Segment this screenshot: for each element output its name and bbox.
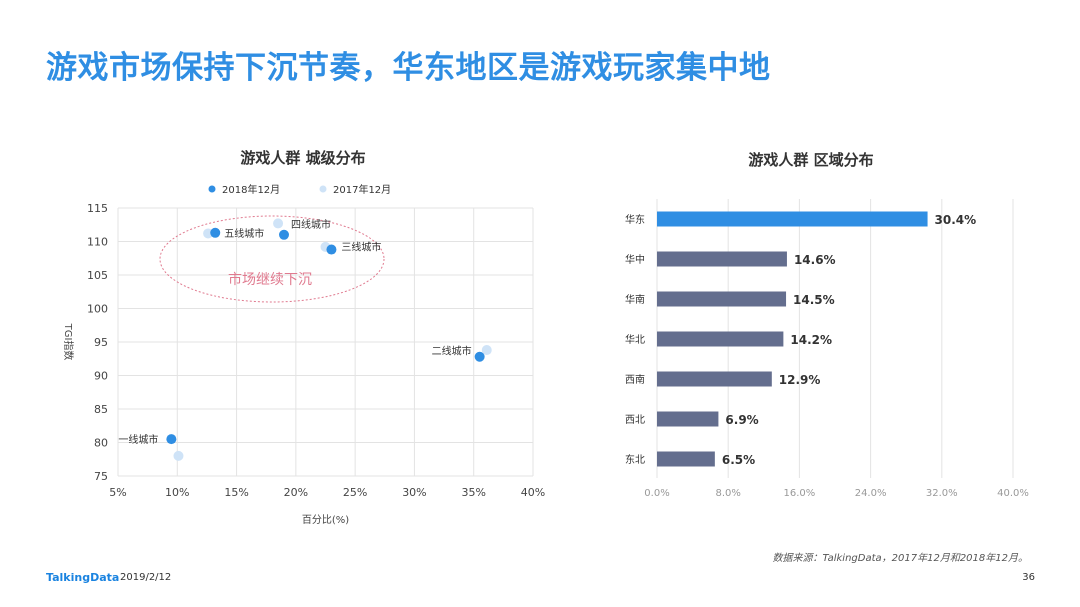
scatter-yaxis-label: TGI指数 — [62, 323, 75, 361]
scatter-ytick-label: 95 — [94, 336, 108, 349]
bar-category-label: 西北 — [625, 414, 645, 426]
scatter-ytick-label: 105 — [87, 269, 108, 282]
scatter-ytick-label: 80 — [94, 437, 108, 450]
scatter-point-label: 一线城市 — [118, 433, 158, 446]
scatter-ytick-label: 85 — [94, 403, 108, 416]
bar-xtick-label: 32.0% — [926, 488, 958, 499]
bar-xtick-label: 24.0% — [855, 488, 887, 499]
scatter-ytick-label: 75 — [94, 470, 108, 483]
bar-value-label: 14.2% — [790, 333, 832, 347]
page-number: 36 — [1022, 572, 1035, 583]
legend-marker-2018 — [208, 185, 216, 193]
bar-value-label: 12.9% — [779, 373, 821, 387]
bar-value-label: 14.5% — [793, 293, 835, 307]
scatter-ytick-label: 100 — [87, 303, 108, 316]
talkingdata-logo: TalkingData — [46, 571, 120, 584]
legend-label-2017: 2017年12月 — [333, 183, 391, 196]
scatter-xtick-label: 25% — [343, 486, 367, 499]
bar-xtick-label: 40.0% — [997, 488, 1029, 499]
annotation-text: 市场继续下沉 — [228, 271, 312, 288]
scatter-point-2018 — [279, 229, 289, 240]
scatter-xtick-label: 40% — [521, 486, 545, 499]
scatter-point-2017 — [173, 450, 184, 461]
legend-label-2018: 2018年12月 — [222, 183, 280, 196]
scatter-point-2018 — [166, 434, 177, 445]
data-source-note: 数据来源：TalkingData，2017年12月和2018年12月。 — [772, 553, 1028, 564]
bar-category-label: 华南 — [625, 293, 645, 306]
bar-category-label: 东北 — [625, 453, 645, 466]
region-bar — [657, 211, 928, 227]
legend-marker-2017 — [319, 185, 327, 193]
scatter-point-label: 五线城市 — [224, 227, 264, 240]
bar-category-label: 华中 — [625, 253, 645, 266]
scatter-ytick-label: 90 — [94, 370, 108, 383]
scatter-xtick-label: 20% — [284, 486, 308, 499]
region-bar — [657, 331, 784, 347]
scatter-point-2017 — [481, 345, 492, 356]
scatter-xtick-label: 35% — [461, 486, 485, 499]
annotation-ellipse — [159, 215, 385, 303]
bar-value-label: 6.9% — [725, 413, 758, 427]
scatter-point-2018 — [326, 244, 337, 255]
bar-title: 游戏人群 区域分布 — [748, 151, 873, 169]
bar-xtick-label: 16.0% — [784, 488, 816, 499]
page-title: 游戏市场保持下沉节奏，华东地区是游戏玩家集中地 — [46, 50, 771, 86]
bar-category-label: 西南 — [625, 373, 645, 386]
scatter-point-label: 二线城市 — [432, 345, 472, 358]
region-bar — [657, 451, 715, 467]
scatter-ytick-label: 110 — [87, 236, 108, 249]
footer-date: 2019/2/12 — [120, 572, 172, 583]
bar-category-label: 华东 — [625, 213, 645, 226]
scatter-point-2018 — [474, 351, 485, 362]
bar-xtick-label: 8.0% — [715, 488, 740, 499]
bar-value-label: 30.4% — [935, 213, 977, 227]
bar-value-label: 6.5% — [722, 453, 755, 467]
region-bar — [657, 251, 787, 267]
scatter-xtick-label: 15% — [224, 486, 248, 499]
scatter-xaxis-label: 百分比(%) — [302, 514, 349, 526]
bar-xtick-label: 0.0% — [644, 488, 669, 499]
bar-value-label: 14.6% — [794, 253, 836, 267]
scatter-xtick-label: 30% — [402, 486, 426, 499]
bar-category-label: 华北 — [625, 333, 645, 346]
region-bar — [657, 371, 772, 387]
region-bar — [657, 291, 787, 307]
scatter-point-2017 — [273, 218, 284, 229]
region-bar — [657, 411, 719, 427]
scatter-point-label: 四线城市 — [291, 218, 331, 231]
scatter-xtick-label: 10% — [165, 486, 189, 499]
scatter-title: 游戏人群 城级分布 — [240, 149, 365, 167]
scatter-ytick-label: 115 — [87, 202, 108, 215]
scatter-point-2018 — [210, 227, 221, 238]
scatter-xtick-label: 5% — [109, 486, 126, 499]
scatter-point-label: 三线城市 — [341, 241, 381, 254]
